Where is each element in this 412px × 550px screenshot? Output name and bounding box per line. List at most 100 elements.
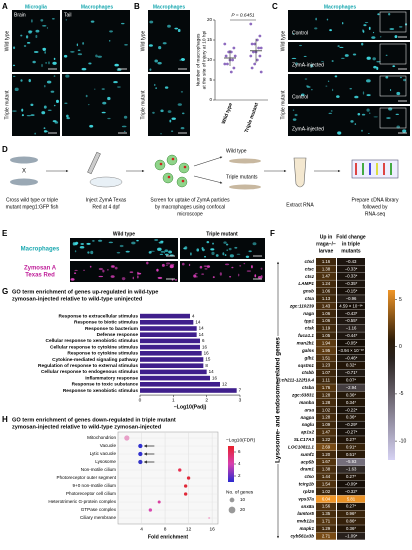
heatmap-cell [337,384,365,392]
column-header: Microglia [25,4,47,10]
cell-value: 1.51 [322,355,331,360]
cell-blob [98,239,103,242]
term-label: Cytokine-mediated signaling pathway [52,357,138,363]
cell-blob [372,31,375,34]
x-tick-label: 2 [205,397,208,403]
macrophage-cell [178,162,190,174]
cell-blob [40,19,44,22]
cell-blob [402,129,407,133]
cell-blob [50,90,55,93]
cell-blob [224,254,227,256]
bar [140,382,220,387]
heatmap-cell [316,354,336,362]
cell-blob [79,245,85,249]
cell-blob [63,54,68,58]
cell-value: 1.20 [322,452,331,457]
bar [140,369,207,375]
term-label: Regulation of response to external stimu… [38,363,138,369]
cell-value: 1.44 [322,474,331,479]
cell-blob [74,242,78,246]
cell-blob [372,57,376,61]
cell-blob [121,125,127,128]
term-label: Non-motile cilium [81,467,116,472]
cell-blob [148,44,153,47]
cell-blob [132,276,134,280]
cell-value: 0.96* [346,511,356,516]
heatmap-cell [337,324,365,332]
cell-blob [137,275,139,279]
heatmap-cell [316,347,336,355]
column-header: Triple mutant [206,231,238,237]
cell-blob [327,80,330,82]
cell-value: −0.71* [345,370,358,375]
x-tick-label: 8 [164,526,167,532]
data-point [208,516,211,520]
cell-blob [33,50,39,53]
cell-value: 2.71 [322,533,331,538]
gene-name: rpl26 [303,489,314,494]
heatmap-cell [337,376,365,384]
data-point [257,46,260,50]
cell-blob [137,271,139,275]
gene-name: naglu [302,422,314,427]
term-label: Heterotrimeric G-protein complex [48,499,116,504]
gene-name: tcirg1b [299,482,315,487]
data-point [183,492,188,496]
cell-blob [366,79,371,83]
data-point [138,459,143,465]
cell-blob [41,111,46,115]
data-point [138,443,143,449]
micrograph [62,10,130,72]
term-label: Response to extracellular stimulus [59,313,139,319]
condition-label: ZymA-injected [292,62,324,68]
cell-blob [97,55,102,58]
heatmap-cell [337,458,365,466]
heatmap-cell [337,413,365,421]
cell-blob [243,262,246,265]
column-header: larvae [319,248,334,254]
fish [10,178,38,186]
cell-value: 2.69 [322,444,331,449]
cell-value: 0.36* [346,392,356,397]
y-tick-label: 10 [207,57,213,62]
cell-blob [303,55,307,57]
cell-blob [86,242,91,245]
cell-blob [363,24,367,27]
step-text: Red at 4 dpf [92,204,120,210]
cell-blob [155,87,157,90]
gene-name: arsa [305,407,315,412]
gene-name: zgc:63831 [291,393,314,398]
data-point [226,62,229,66]
cell-value: 1.23 [322,363,331,368]
data-point [229,50,233,54]
heatmap-cell [316,332,336,340]
cell-blob [341,57,345,59]
cell-value: 0.27* [346,504,356,509]
cell-blob [77,53,83,56]
cell-blob [392,65,396,68]
heatmap-cell [316,369,336,377]
cell-blob [171,117,176,120]
cell-blob [148,251,152,254]
heatmap-cell [316,391,336,399]
cell-blob [64,102,68,104]
cell-blob [83,269,85,271]
group-label: Wild type [226,148,247,154]
gene-count: 16 [204,350,210,355]
cell-blob [124,130,126,132]
cell-blob [70,51,75,53]
cell-blob [339,46,344,48]
cell-value: 1.28 [322,415,331,420]
cell-blob [203,265,208,267]
column-header: mutants [341,248,361,254]
term-label: Response to biotic stimulus [74,320,138,326]
heatmap-cell [337,473,365,481]
cell-blob [65,74,70,78]
side-label: Lysosome- and endosome-related genes [275,337,282,463]
group-label: Triple mutants [226,174,258,180]
cell-blob [334,75,338,78]
heatmap-cell [337,339,365,347]
cell-blob [180,126,185,130]
cell-blob [181,112,185,115]
heatmap-cell [337,480,365,488]
